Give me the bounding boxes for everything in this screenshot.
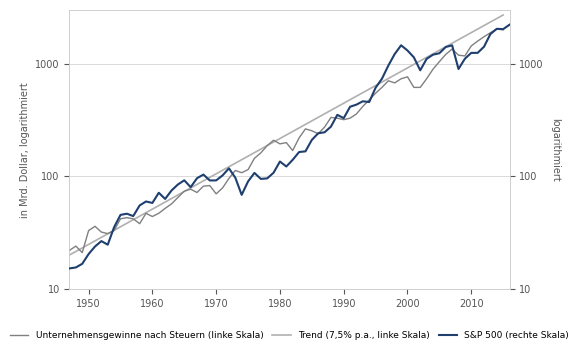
Y-axis label: in Mrd. Dollar, logarithmiert: in Mrd. Dollar, logarithmiert: [20, 82, 30, 218]
Y-axis label: logarithmiert: logarithmiert: [551, 118, 560, 182]
Legend: Unternehmensgewinne nach Steuern (linke Skala), Trend (7,5% p.a., linke Skala), : Unternehmensgewinne nach Steuern (linke …: [7, 327, 572, 343]
